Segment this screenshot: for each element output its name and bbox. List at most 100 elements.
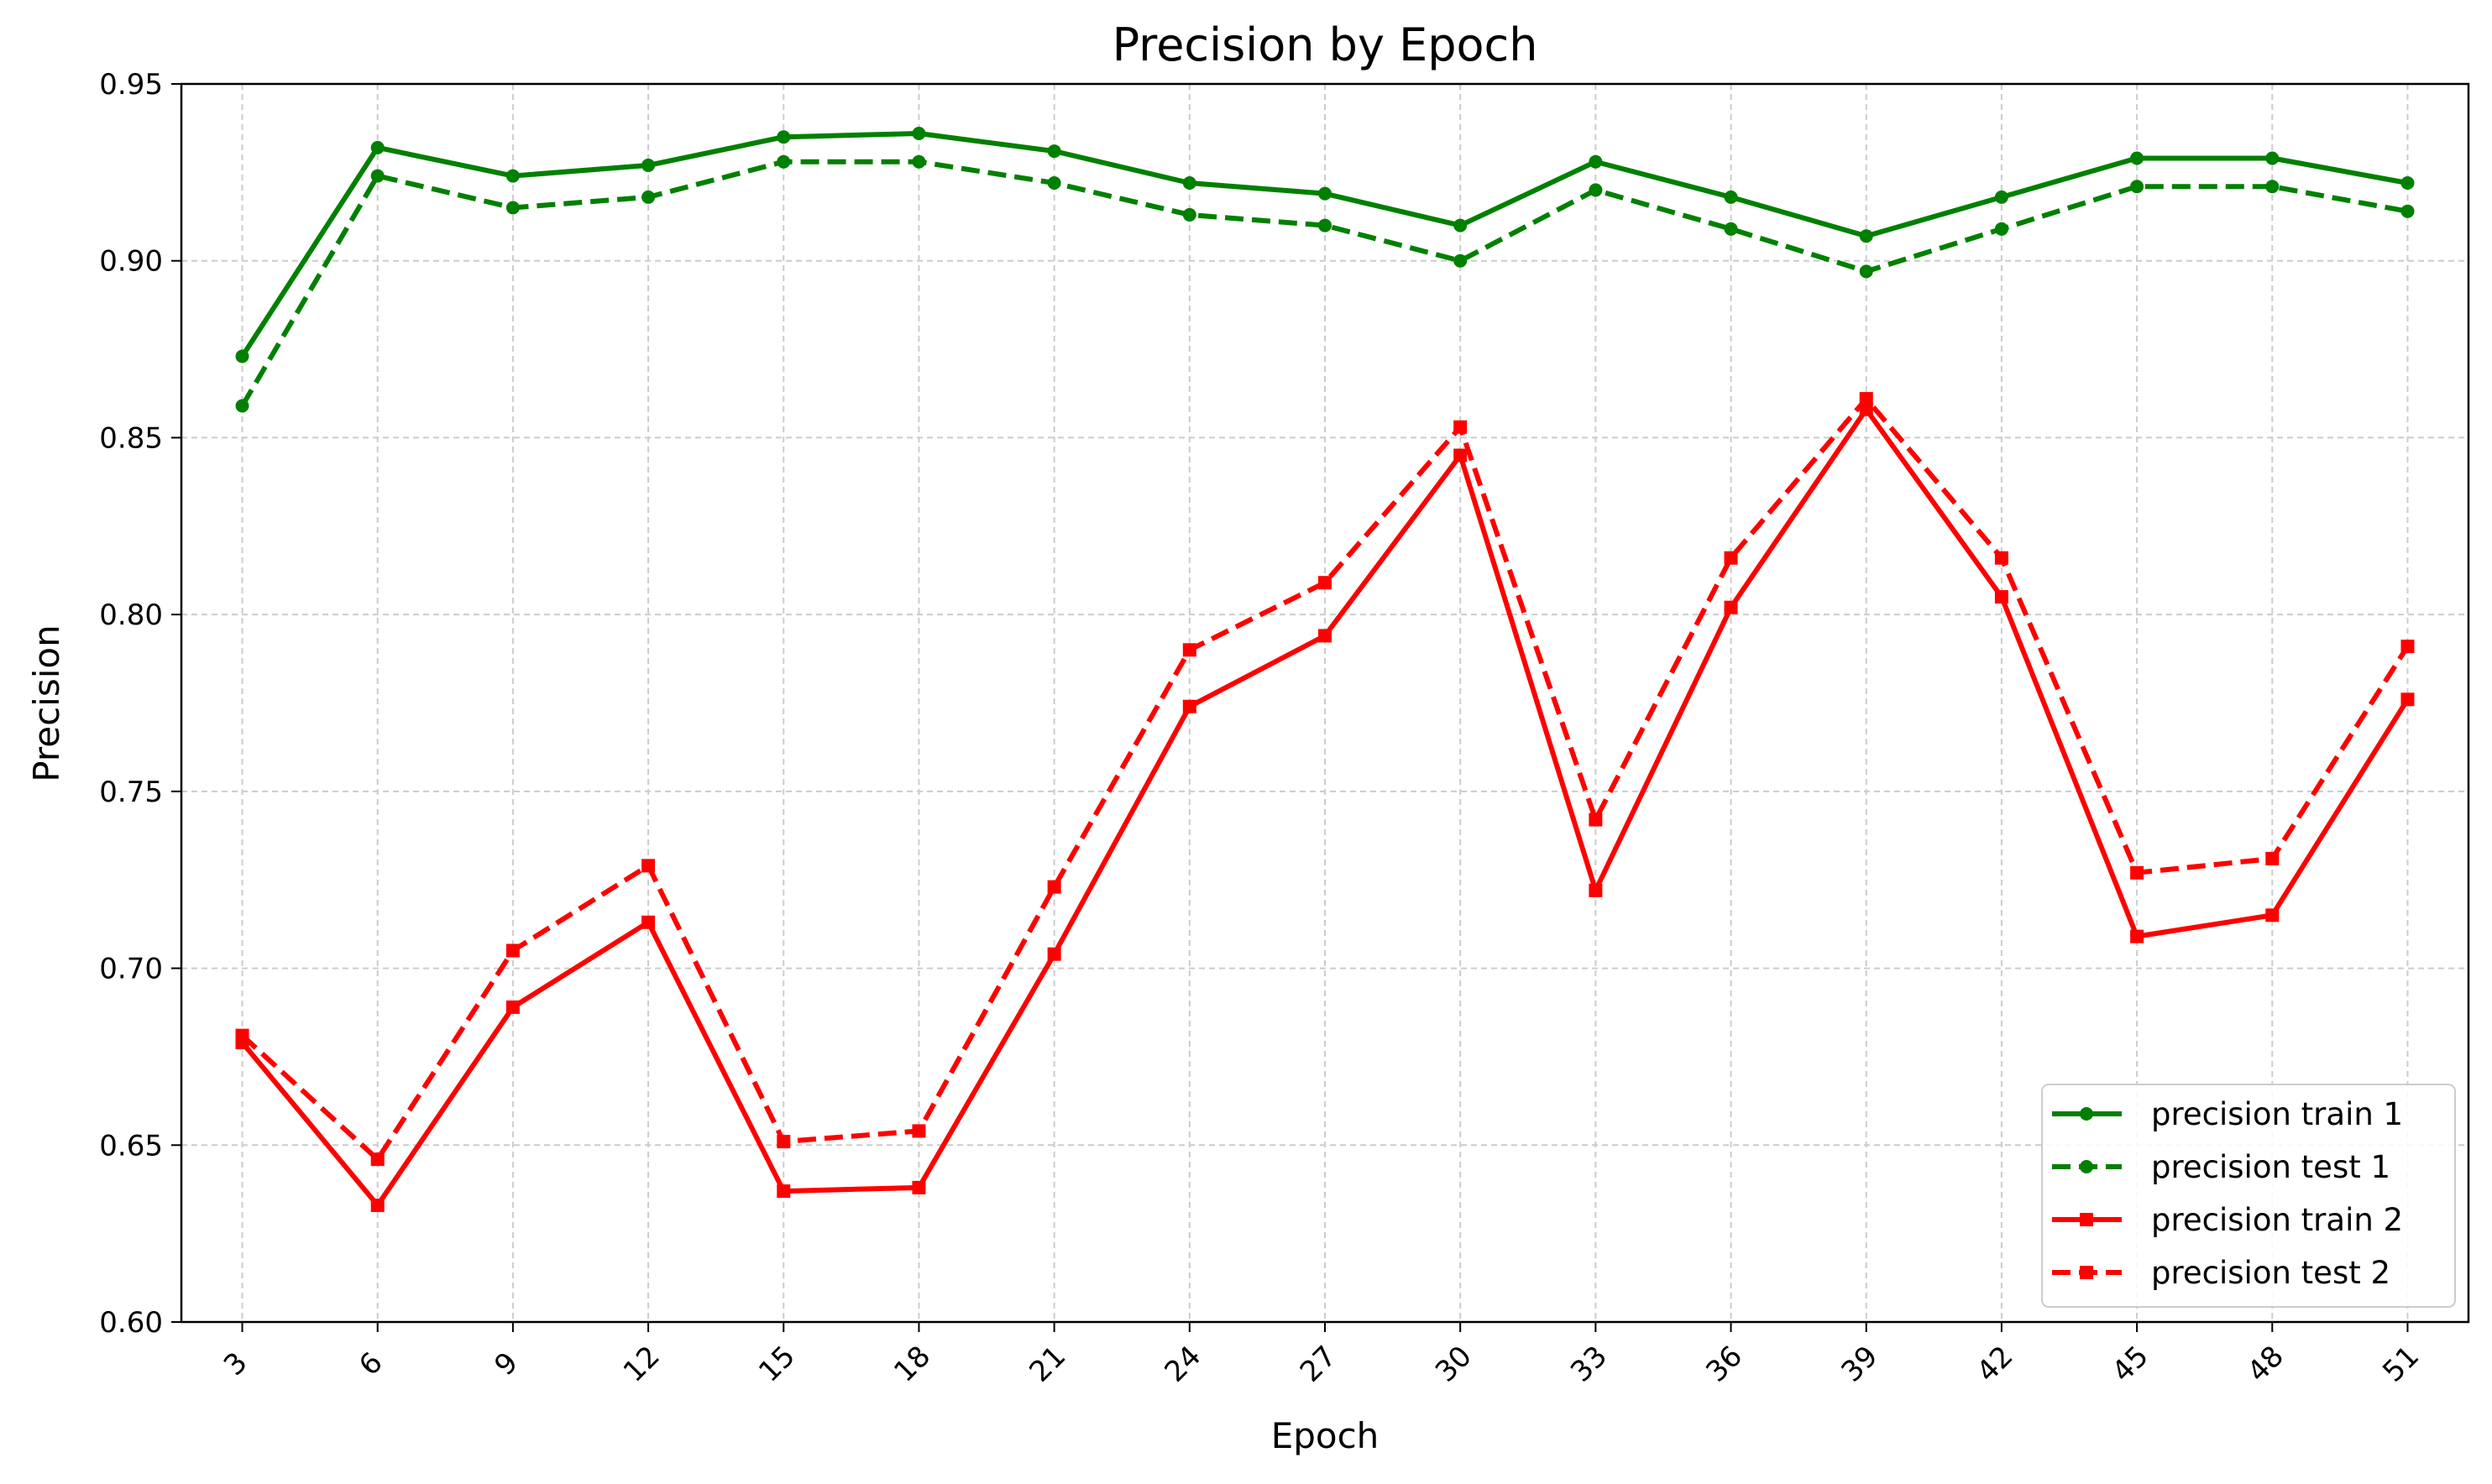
data-point — [370, 1152, 385, 1167]
data-point — [1453, 253, 1468, 268]
data-point — [2400, 640, 2415, 654]
series-1 — [235, 127, 2415, 363]
data-point — [1994, 590, 2008, 604]
data-point — [2265, 851, 2280, 865]
data-point — [505, 943, 520, 958]
y-axis-label: Precision — [26, 624, 67, 781]
legend-item: precision train 2 — [2052, 1202, 2403, 1238]
legend-item: precision test 2 — [2052, 1255, 2390, 1291]
grid-lines — [181, 83, 2468, 1323]
data-point — [912, 127, 926, 140]
data-point — [1724, 222, 1738, 236]
data-point — [1859, 392, 1873, 406]
data-point — [1318, 629, 1332, 643]
data-point — [370, 169, 385, 183]
data-point — [1859, 264, 1873, 279]
data-point — [1182, 176, 1196, 190]
y-tick-label: 0.90 — [99, 245, 163, 279]
data-point — [1182, 643, 1196, 657]
data-point — [1994, 222, 2008, 236]
data-point — [1589, 183, 1603, 197]
data-point — [2130, 865, 2144, 880]
data-point — [1994, 551, 2008, 565]
series-lines — [235, 127, 2415, 1212]
y-tick-label: 0.85 — [99, 421, 163, 455]
series-4 — [235, 392, 2415, 1167]
data-point — [2265, 151, 2280, 165]
data-point — [1047, 176, 1061, 190]
data-point — [912, 154, 926, 169]
series-2 — [235, 154, 2415, 413]
data-point — [641, 859, 656, 873]
series-3 — [235, 402, 2415, 1212]
data-point — [1182, 207, 1196, 222]
data-point — [777, 1184, 791, 1199]
legend-label: precision test 2 — [2151, 1255, 2390, 1291]
data-point — [777, 130, 791, 144]
data-point — [1453, 218, 1468, 233]
data-point — [641, 915, 656, 929]
data-point — [1589, 883, 1603, 897]
data-point — [2400, 204, 2415, 218]
data-point — [235, 399, 249, 413]
legend-marker — [2080, 1266, 2093, 1279]
data-point — [1047, 947, 1061, 961]
y-tick-label: 0.65 — [99, 1129, 163, 1163]
y-tick-label: 0.95 — [99, 68, 163, 102]
legend-label: precision test 1 — [2151, 1149, 2390, 1185]
x-axis-label: Epoch — [1271, 1415, 1380, 1456]
chart-title: Precision by Epoch — [1112, 18, 1538, 71]
data-point — [1047, 880, 1061, 894]
legend-marker — [2080, 1213, 2093, 1226]
data-point — [505, 169, 520, 183]
legend-item: precision train 1 — [2052, 1096, 2403, 1132]
data-point — [2130, 929, 2144, 943]
data-point — [777, 154, 791, 169]
data-point — [1724, 190, 1738, 204]
legend-label: precision train 1 — [2151, 1096, 2403, 1132]
data-point — [2130, 151, 2144, 165]
data-point — [235, 349, 249, 363]
data-point — [1318, 218, 1332, 233]
data-point — [912, 1180, 926, 1194]
data-point — [1453, 448, 1468, 462]
data-point — [1047, 144, 1061, 159]
data-point — [370, 140, 385, 154]
data-point — [1318, 186, 1332, 201]
data-point — [235, 1028, 249, 1042]
series-line — [240, 396, 2410, 1163]
data-point — [2265, 180, 2280, 194]
data-point — [370, 1198, 385, 1212]
legend-label: precision train 2 — [2151, 1202, 2403, 1238]
legend-marker — [2080, 1160, 2093, 1173]
data-point — [2265, 908, 2280, 922]
data-point — [1724, 600, 1738, 614]
data-point — [912, 1124, 926, 1138]
data-point — [1453, 420, 1468, 434]
legend-box — [2041, 1084, 2456, 1308]
data-point — [1589, 813, 1603, 827]
data-point — [505, 1000, 520, 1014]
y-tick-label: 0.75 — [99, 776, 163, 809]
y-tick-label: 0.70 — [99, 953, 163, 986]
data-point — [1182, 699, 1196, 713]
data-point — [1994, 190, 2008, 204]
data-point — [1318, 576, 1332, 590]
y-tick-label: 0.60 — [99, 1306, 163, 1340]
y-axis: 0.60 0.65 0.70 0.75 0.80 0.85 0.90 0.95 — [99, 68, 181, 1340]
data-point — [777, 1135, 791, 1149]
data-point — [641, 158, 656, 172]
series-line — [239, 159, 2409, 408]
data-point — [505, 201, 520, 215]
legend-item: precision test 1 — [2052, 1149, 2390, 1185]
legend-marker — [2080, 1107, 2093, 1121]
data-point — [1724, 551, 1738, 565]
data-point — [2400, 176, 2415, 190]
data-point — [2400, 692, 2415, 707]
data-point — [1859, 229, 1873, 243]
data-point — [641, 190, 656, 204]
data-point — [1589, 154, 1603, 169]
data-point — [2130, 180, 2144, 194]
chart-legend: precision train 1 precision test 1 precisi… — [2041, 1084, 2456, 1308]
